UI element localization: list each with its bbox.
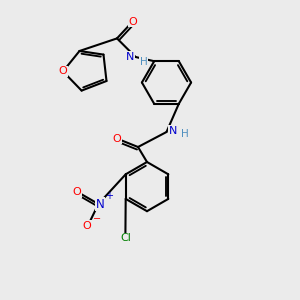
Text: −: − [93,214,101,224]
Text: O: O [82,221,91,231]
Text: N: N [126,52,134,62]
Text: O: O [128,16,137,27]
Text: +: + [105,190,113,201]
Text: N: N [95,197,104,211]
Text: N: N [169,125,177,136]
Text: H: H [181,129,188,140]
Text: O: O [58,66,68,76]
Text: H: H [140,56,148,67]
Text: O: O [112,134,122,144]
Text: O: O [73,187,82,197]
Text: Cl: Cl [120,233,131,243]
